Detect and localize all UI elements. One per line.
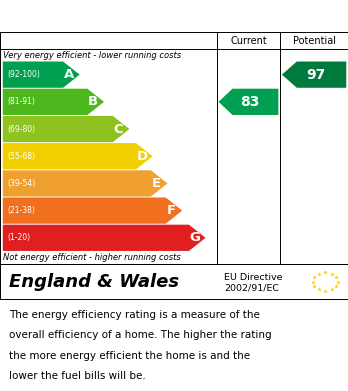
Text: EU Directive: EU Directive	[224, 273, 283, 282]
Text: Not energy efficient - higher running costs: Not energy efficient - higher running co…	[3, 253, 181, 262]
Text: (21-38): (21-38)	[7, 206, 35, 215]
Polygon shape	[3, 197, 182, 224]
Text: the more energy efficient the home is and the: the more energy efficient the home is an…	[9, 351, 250, 361]
Text: E: E	[152, 177, 161, 190]
Text: Potential: Potential	[293, 36, 335, 46]
Text: The energy efficiency rating is a measure of the: The energy efficiency rating is a measur…	[9, 310, 260, 320]
Text: 2002/91/EC: 2002/91/EC	[224, 283, 279, 292]
Text: (1-20): (1-20)	[7, 233, 30, 242]
Polygon shape	[3, 143, 153, 169]
Text: A: A	[64, 68, 74, 81]
Text: C: C	[114, 122, 124, 136]
Text: (92-100): (92-100)	[7, 70, 40, 79]
Text: F: F	[167, 204, 176, 217]
Text: Energy Efficiency Rating: Energy Efficiency Rating	[9, 9, 211, 23]
Text: G: G	[189, 231, 200, 244]
Polygon shape	[3, 89, 104, 115]
Polygon shape	[219, 89, 278, 115]
Text: lower the fuel bills will be.: lower the fuel bills will be.	[9, 371, 145, 381]
Text: (39-54): (39-54)	[7, 179, 35, 188]
Text: D: D	[136, 150, 148, 163]
Text: overall efficiency of a home. The higher the rating: overall efficiency of a home. The higher…	[9, 330, 271, 340]
Polygon shape	[3, 116, 129, 142]
Polygon shape	[282, 61, 346, 88]
Text: Very energy efficient - lower running costs: Very energy efficient - lower running co…	[3, 51, 181, 60]
Polygon shape	[3, 61, 80, 88]
Polygon shape	[3, 170, 167, 197]
Text: (81-91): (81-91)	[7, 97, 35, 106]
Text: England & Wales: England & Wales	[9, 273, 179, 291]
Text: B: B	[88, 95, 98, 108]
Text: Current: Current	[230, 36, 267, 46]
Text: (55-68): (55-68)	[7, 152, 35, 161]
Text: 97: 97	[306, 68, 325, 82]
Text: 83: 83	[240, 95, 260, 109]
Text: (69-80): (69-80)	[7, 124, 35, 134]
Polygon shape	[3, 225, 206, 251]
